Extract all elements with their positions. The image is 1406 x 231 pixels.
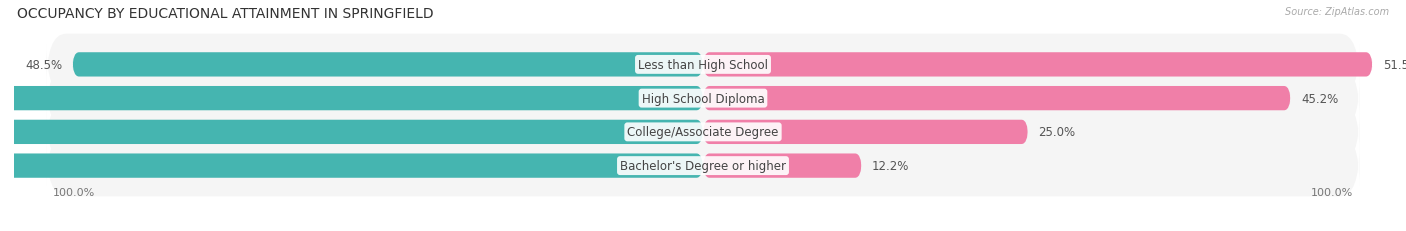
- FancyBboxPatch shape: [703, 154, 862, 178]
- Text: OCCUPANCY BY EDUCATIONAL ATTAINMENT IN SPRINGFIELD: OCCUPANCY BY EDUCATIONAL ATTAINMENT IN S…: [17, 7, 433, 21]
- FancyBboxPatch shape: [0, 87, 703, 111]
- Text: College/Associate Degree: College/Associate Degree: [627, 126, 779, 139]
- Text: 45.2%: 45.2%: [1301, 92, 1339, 105]
- FancyBboxPatch shape: [46, 68, 1360, 129]
- Text: 12.2%: 12.2%: [872, 159, 910, 172]
- Text: 48.5%: 48.5%: [25, 59, 62, 72]
- FancyBboxPatch shape: [46, 135, 1360, 197]
- FancyBboxPatch shape: [0, 154, 703, 178]
- FancyBboxPatch shape: [703, 53, 1372, 77]
- FancyBboxPatch shape: [703, 120, 1028, 144]
- Text: High School Diploma: High School Diploma: [641, 92, 765, 105]
- Text: Bachelor's Degree or higher: Bachelor's Degree or higher: [620, 159, 786, 172]
- FancyBboxPatch shape: [46, 34, 1360, 96]
- FancyBboxPatch shape: [73, 53, 703, 77]
- FancyBboxPatch shape: [0, 120, 703, 144]
- Text: 25.0%: 25.0%: [1039, 126, 1076, 139]
- FancyBboxPatch shape: [703, 87, 1291, 111]
- Text: Less than High School: Less than High School: [638, 59, 768, 72]
- Text: Source: ZipAtlas.com: Source: ZipAtlas.com: [1285, 7, 1389, 17]
- FancyBboxPatch shape: [46, 102, 1360, 163]
- Text: 100.0%: 100.0%: [1310, 187, 1353, 197]
- Text: 51.5%: 51.5%: [1384, 59, 1406, 72]
- Text: 100.0%: 100.0%: [53, 187, 96, 197]
